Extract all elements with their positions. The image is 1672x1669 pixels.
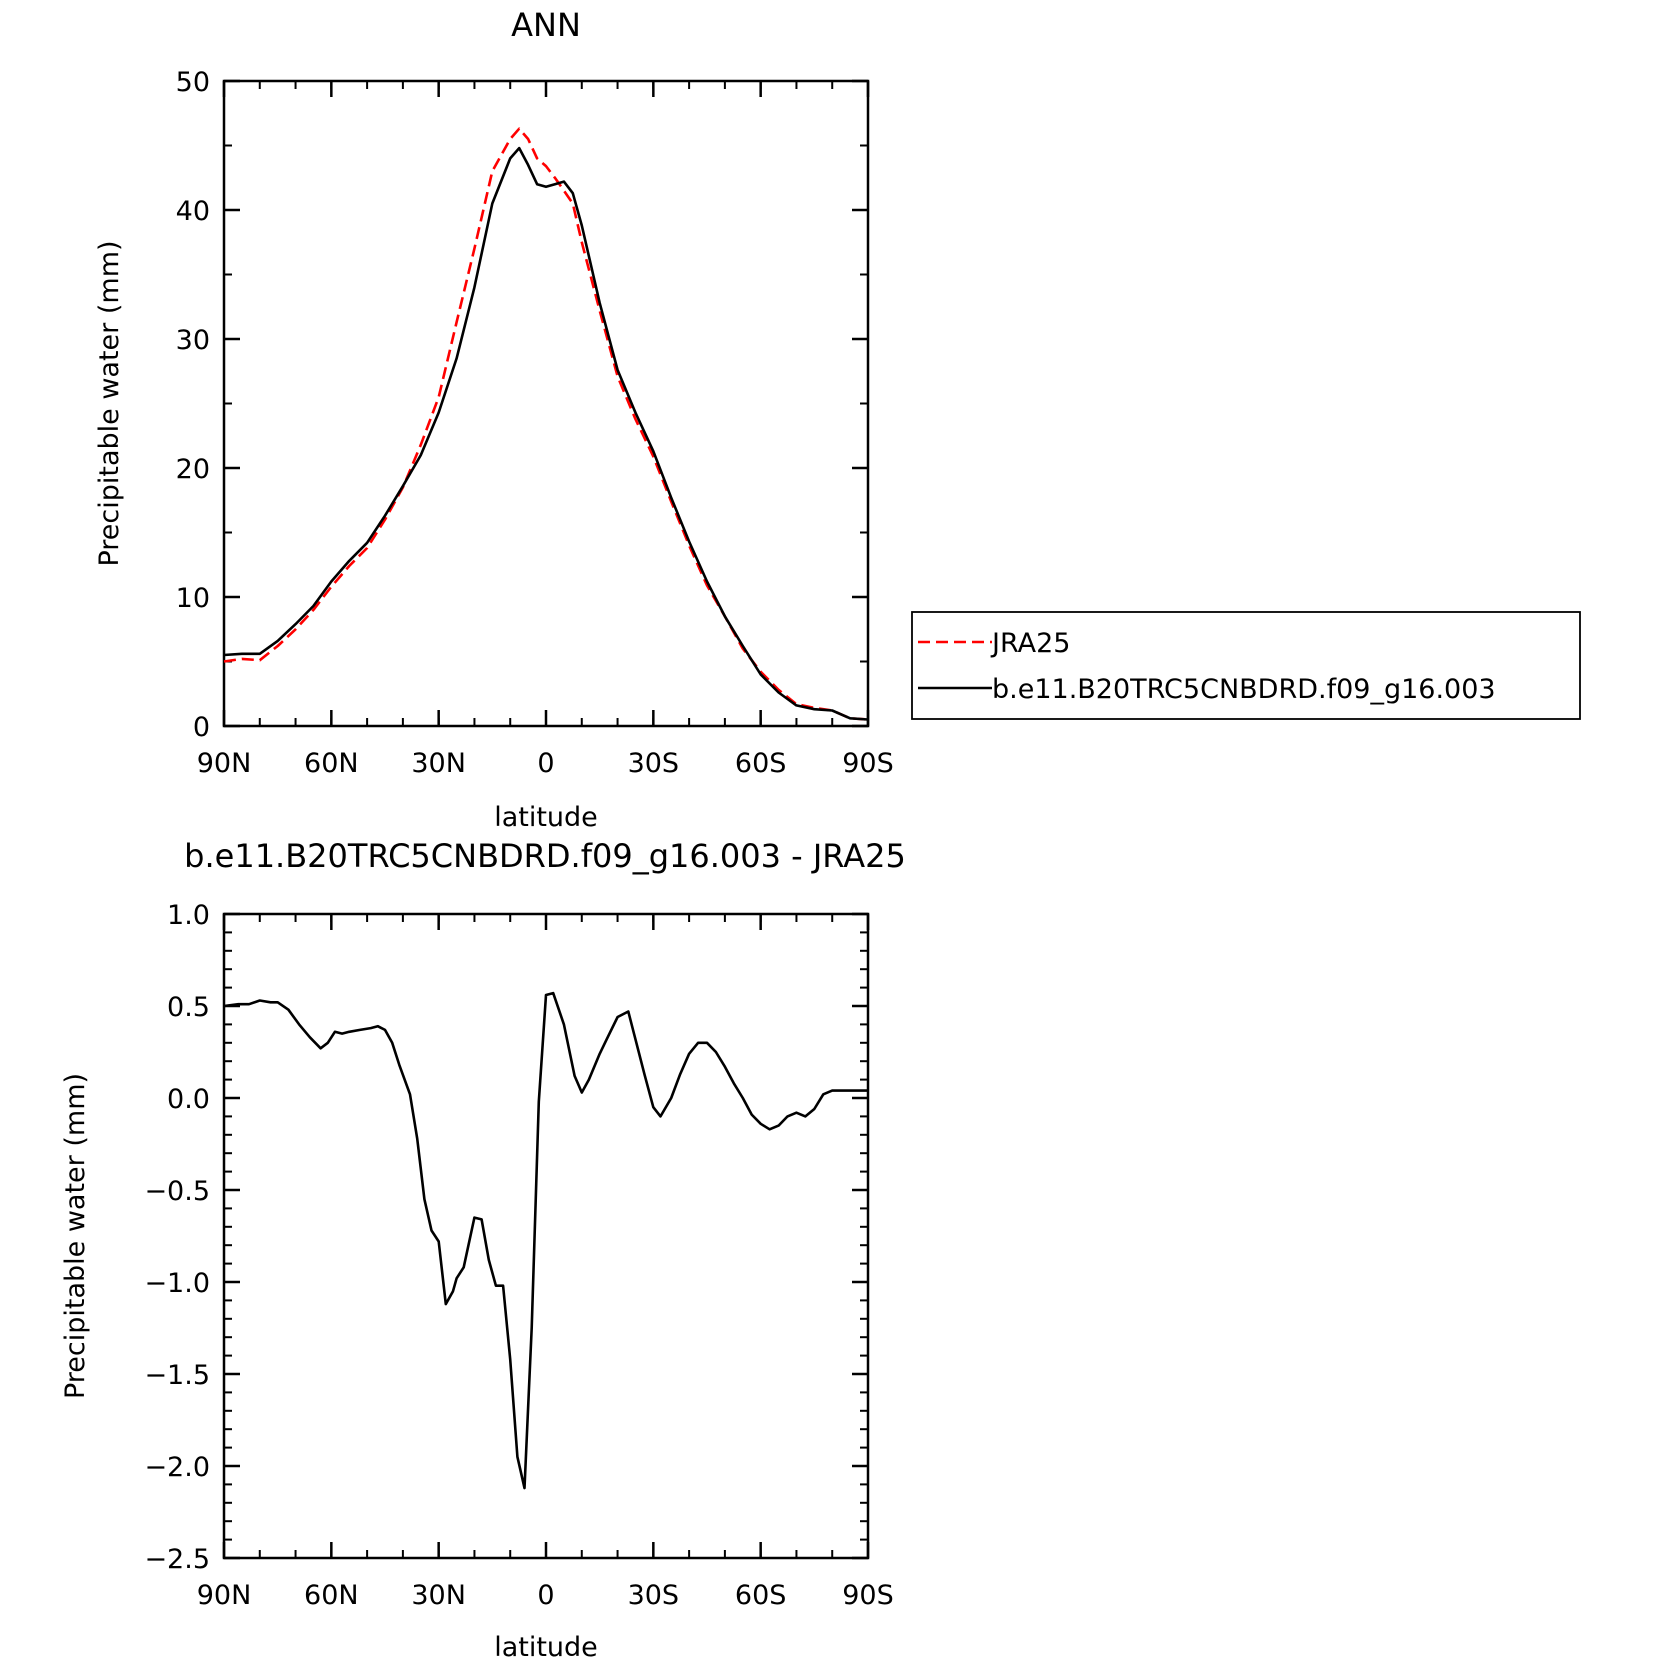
x-tick-label: 30S <box>628 1580 680 1611</box>
plot-title: ANN <box>511 6 581 44</box>
series-line-1 <box>223 146 869 721</box>
series-line-0 <box>223 127 869 721</box>
y-tick-label: −2.5 <box>144 1544 210 1575</box>
y-tick-label: 30 <box>176 325 210 356</box>
x-tick-label: 90S <box>842 748 894 779</box>
x-tick-label: 30N <box>411 748 466 779</box>
x-tick-label: 60N <box>304 748 359 779</box>
x-axis-title: latitude <box>494 802 598 833</box>
y-tick-label: −0.5 <box>144 1176 210 1207</box>
x-tick-label: 90S <box>842 1580 894 1611</box>
x-tick-label: 90N <box>197 748 252 779</box>
y-tick-label: 20 <box>176 454 210 485</box>
y-tick-label: 1.0 <box>167 900 210 931</box>
bottom-panel-difference: b.e11.B20TRC5CNBDRD.f09_g16.003 - JRA25 9… <box>60 837 906 1663</box>
y-tick-label: 0 <box>193 712 210 743</box>
x-tick-label: 30N <box>411 1580 466 1611</box>
legend-label-0: JRA25 <box>990 628 1070 659</box>
x-tick-label: 90N <box>197 1580 252 1611</box>
plot-frame <box>222 79 870 728</box>
x-axis-title: latitude <box>494 1632 598 1663</box>
y-tick-label: 50 <box>176 67 210 98</box>
legend-label-1: b.e11.B20TRC5CNBDRD.f09_g16.003 <box>992 674 1496 705</box>
x-tick-label: 0 <box>537 748 554 779</box>
y-tick-label: 10 <box>176 583 210 614</box>
legend-box <box>911 611 1581 720</box>
x-tick-label: 60S <box>735 748 787 779</box>
y-tick-label: 40 <box>176 196 210 227</box>
y-tick-label: 0.5 <box>167 992 210 1023</box>
x-tick-label: 0 <box>537 1580 554 1611</box>
y-tick-label: −1.0 <box>144 1268 210 1299</box>
y-tick-label: 0.0 <box>167 1084 210 1115</box>
plot-title: b.e11.B20TRC5CNBDRD.f09_g16.003 - JRA25 <box>184 837 906 875</box>
y-axis-title: Precipitable water (mm) <box>60 1073 91 1399</box>
y-tick-label: −2.0 <box>144 1452 210 1483</box>
y-axis-title: Precipitable water (mm) <box>94 240 125 566</box>
top-panel-ann: ANN 90N 60N 30N 0 30S 60S 90S 0 10 20 30 40 50 latitud… <box>94 6 1581 833</box>
x-tick-label: 60S <box>735 1580 787 1611</box>
x-tick-label: 30S <box>628 748 680 779</box>
x-tick-label: 60N <box>304 1580 359 1611</box>
series-line-0 <box>223 991 868 1490</box>
y-tick-label: −1.5 <box>144 1360 210 1391</box>
